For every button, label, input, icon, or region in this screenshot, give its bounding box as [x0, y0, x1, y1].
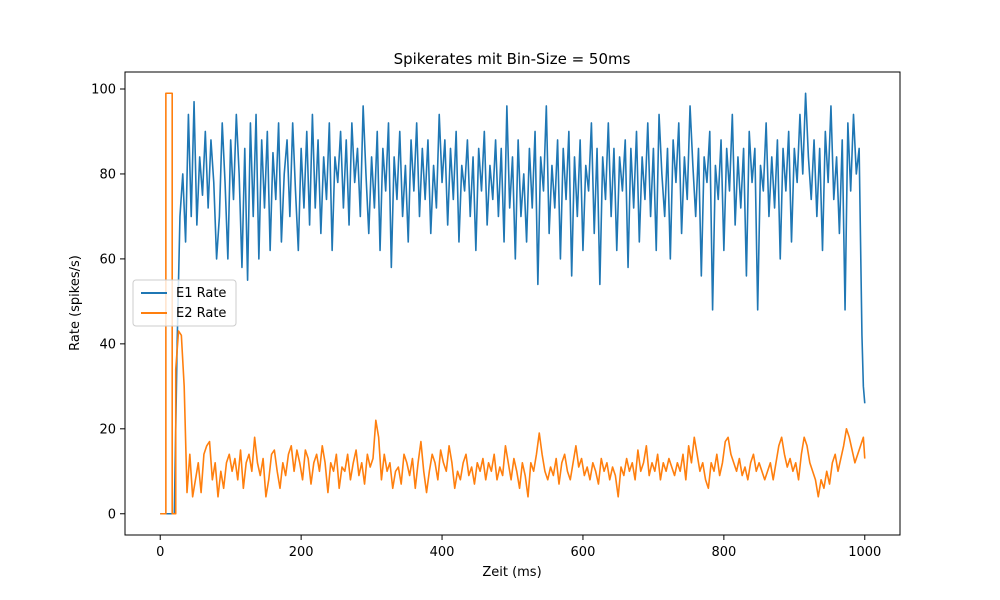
y-tick-label: 20 — [99, 422, 116, 437]
legend-label-e1: E1 Rate — [176, 286, 226, 301]
legend-label-e2: E2 Rate — [176, 306, 226, 321]
chart-title: Spikerates mit Bin-Size = 50ms — [394, 50, 631, 68]
series-layer — [160, 92, 866, 515]
plot-area — [125, 72, 900, 535]
y-tick-label: 40 — [99, 337, 116, 352]
x-axis-ticks: 0 200 400 600 800 1000 — [156, 535, 881, 560]
y-tick-label: 100 — [91, 82, 116, 97]
series-line-e2-rate — [160, 92, 866, 515]
y-axis-label: Rate (spikes/s) — [68, 255, 83, 351]
plot-frame — [124, 71, 901, 536]
y-tick-label: 60 — [99, 252, 116, 267]
x-tick-label: 1000 — [848, 545, 881, 560]
x-axis-label: Zeit (ms) — [482, 565, 541, 580]
y-tick-label: 80 — [99, 167, 116, 182]
y-axis-ticks: 0 20 40 60 80 100 — [91, 82, 125, 522]
x-tick-label: 800 — [711, 545, 736, 560]
series-line-e1-rate — [160, 92, 866, 515]
legend: E1 Rate E2 Rate — [132, 279, 237, 327]
x-tick-label: 400 — [430, 545, 455, 560]
x-tick-label: 200 — [289, 545, 314, 560]
legend-box — [132, 279, 237, 327]
x-tick-label: 600 — [571, 545, 596, 560]
y-tick-label: 0 — [108, 507, 116, 522]
x-tick-label: 0 — [156, 545, 164, 560]
